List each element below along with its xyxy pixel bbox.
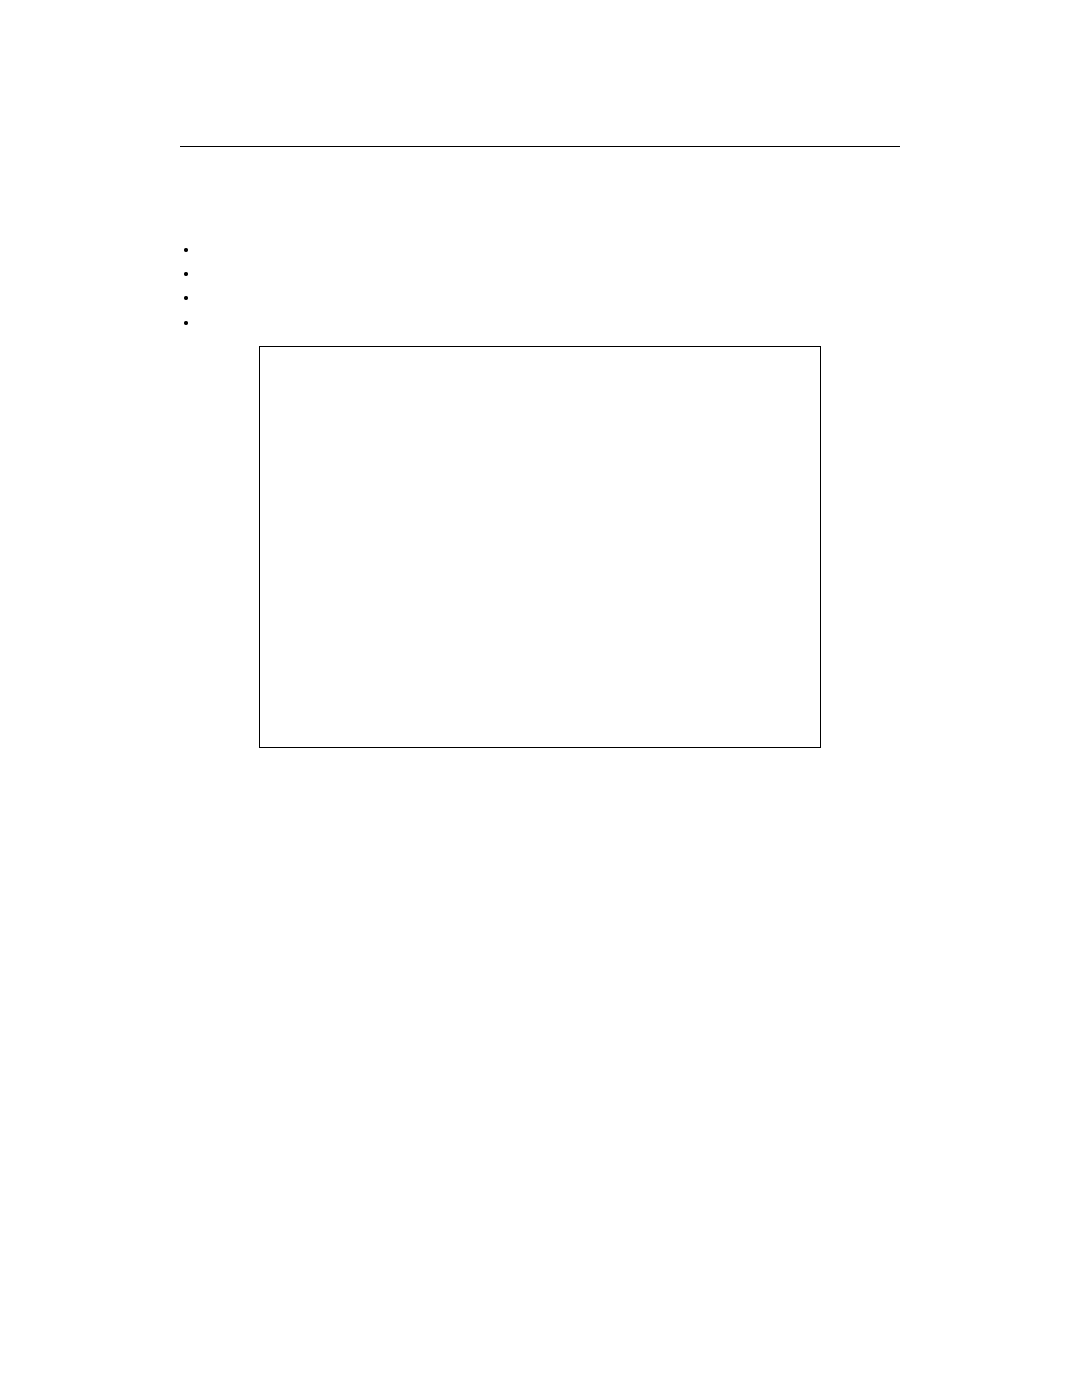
page bbox=[0, 0, 1080, 1397]
subsection-heading bbox=[180, 210, 900, 227]
diff-item bbox=[198, 314, 900, 330]
block-diagram bbox=[259, 346, 821, 748]
diff-item bbox=[198, 289, 900, 305]
diff-item bbox=[198, 241, 900, 257]
diff-list bbox=[180, 241, 900, 330]
diff-item bbox=[198, 265, 900, 281]
header bbox=[180, 140, 900, 147]
section-heading bbox=[180, 169, 900, 190]
